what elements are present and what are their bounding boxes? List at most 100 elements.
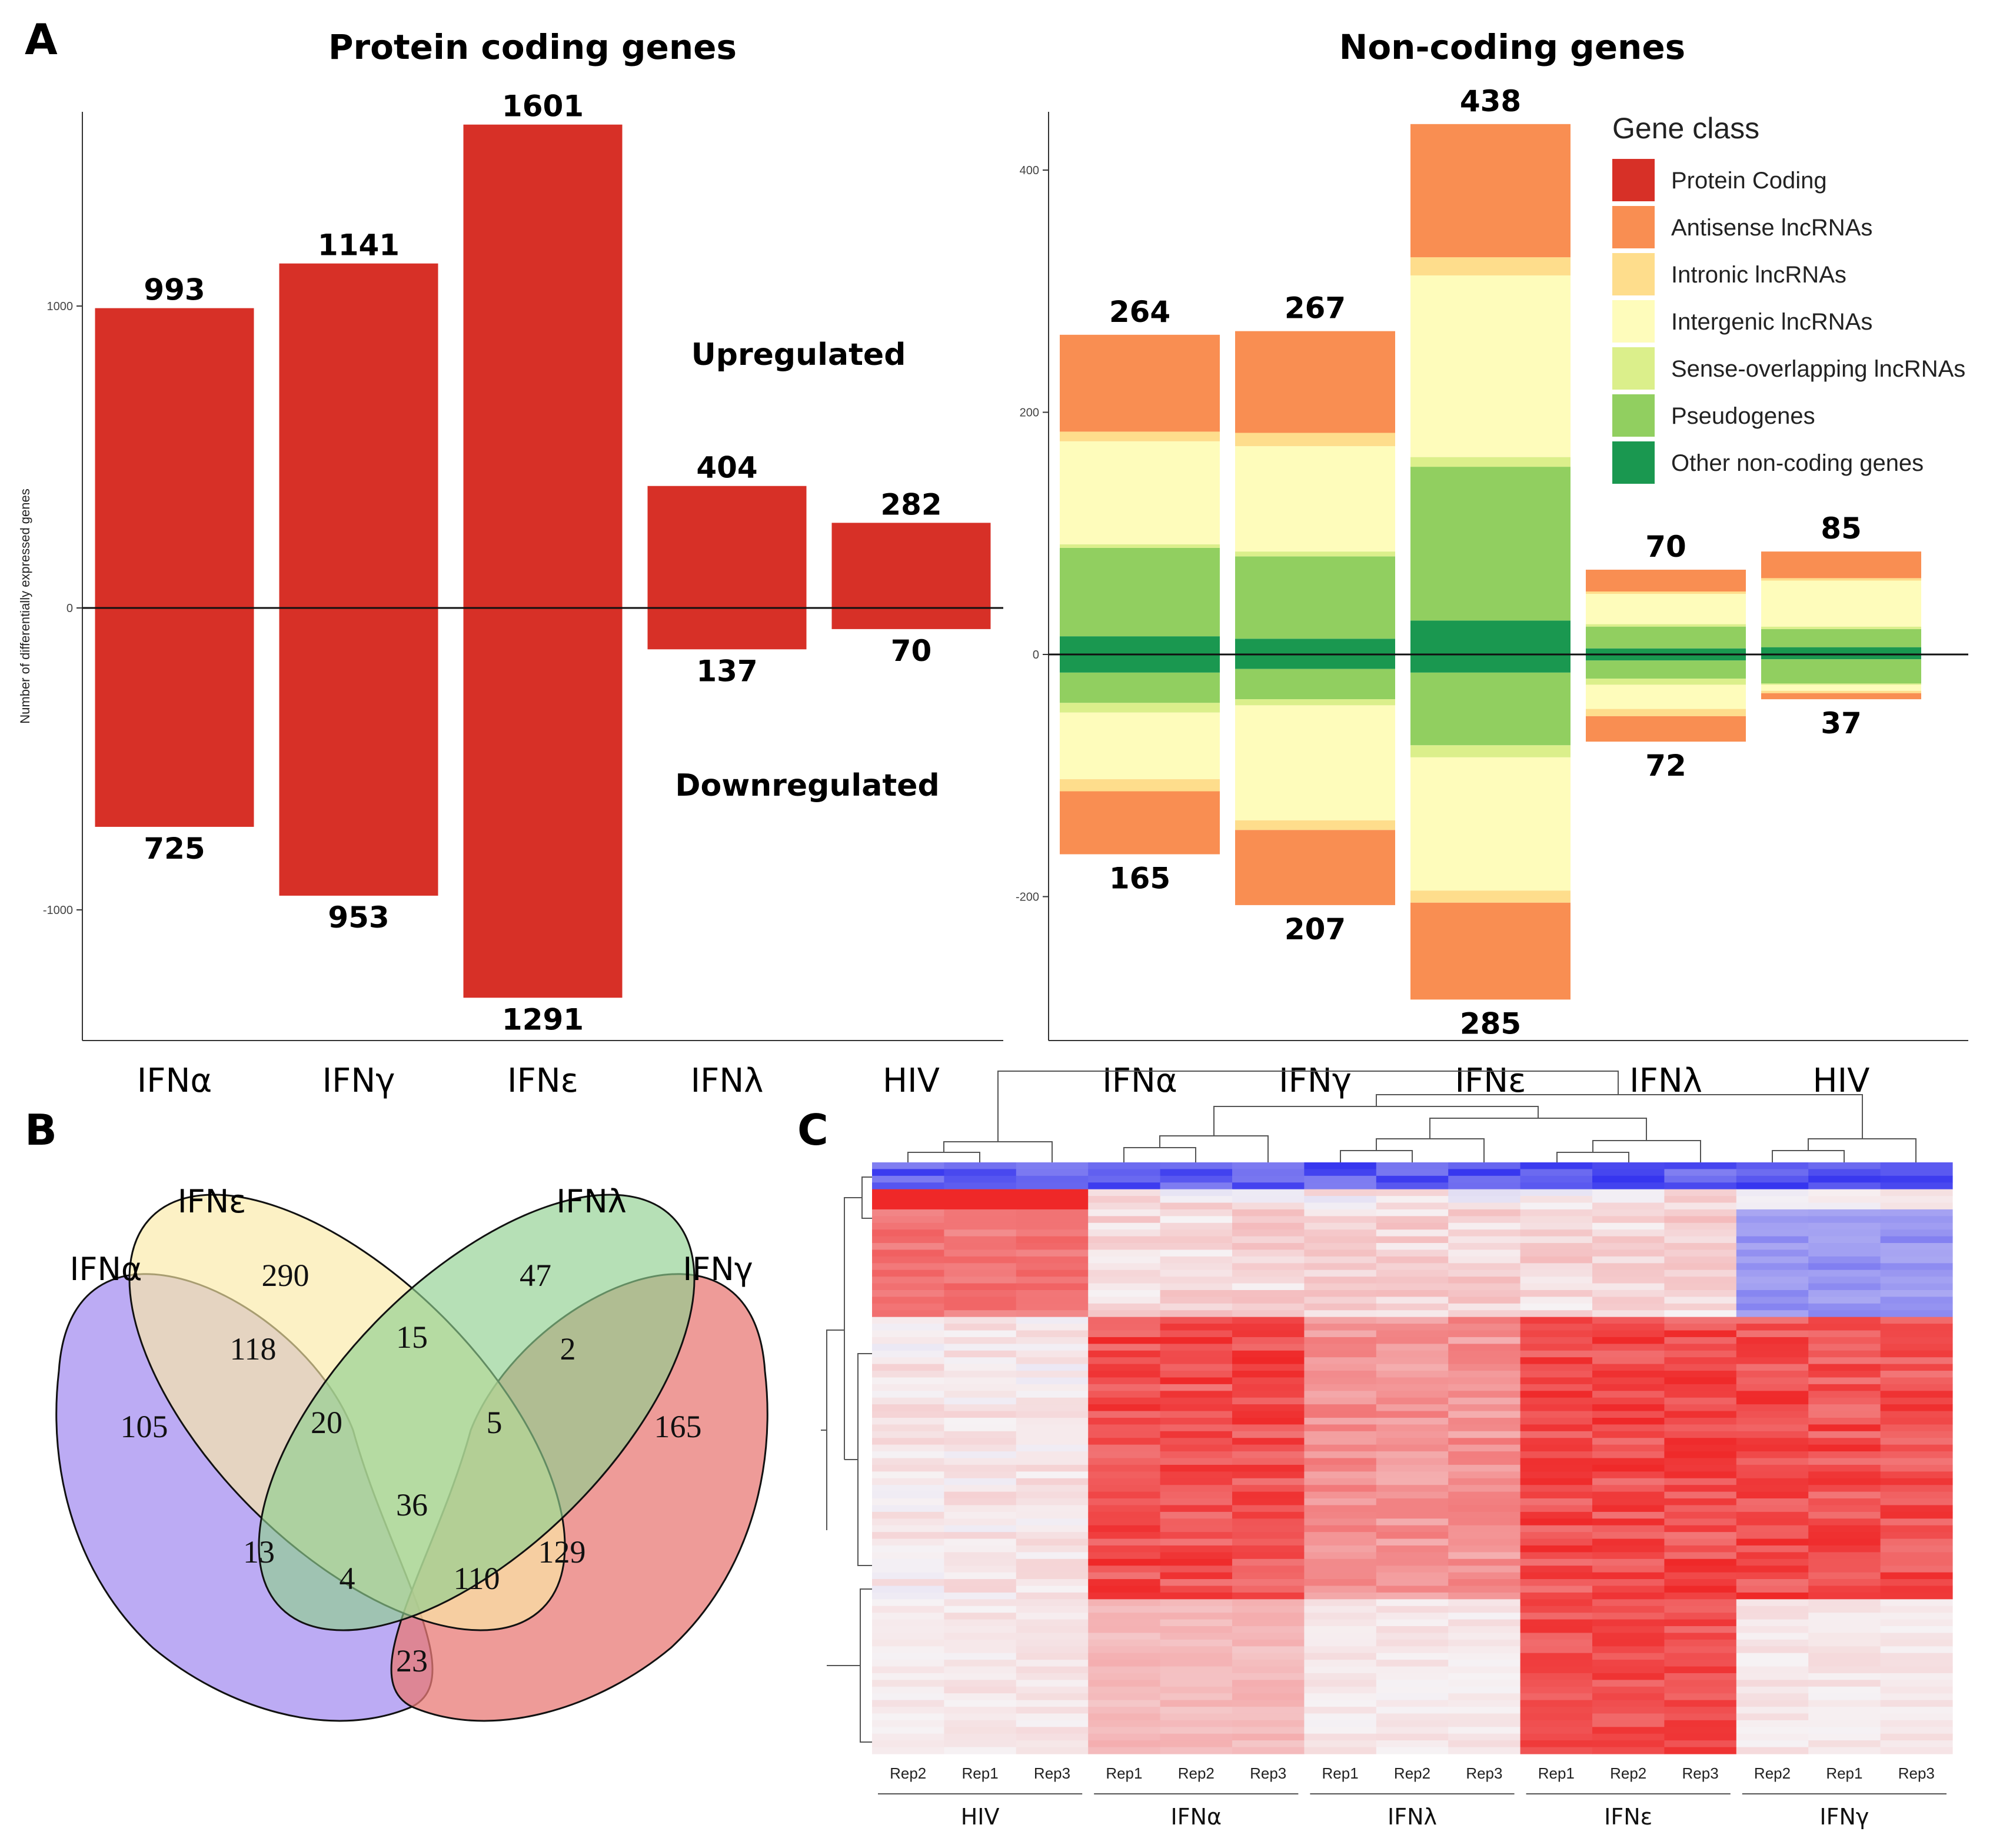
heatmap-cell [1880,1700,1953,1707]
heatmap-cell [1160,1633,1233,1640]
heatmap-cell [944,1431,1017,1438]
heatmap-cell [1376,1733,1449,1741]
heatmap-cell [1664,1693,1737,1701]
heatmap-cell [1664,1283,1737,1291]
heatmap-cell [1376,1256,1449,1264]
heatmap-cell [1592,1606,1665,1613]
heatmap-cell [1376,1727,1449,1734]
heatmap-cell [872,1371,944,1378]
heatmap-cell [1016,1249,1089,1257]
heatmap-cell [872,1646,944,1654]
heatmap-cell [872,1464,944,1472]
heatmap-cell [872,1169,944,1176]
heatmap-cell [1088,1283,1161,1291]
heatmap-cell [1304,1397,1377,1405]
heatmap-cell [1736,1579,1809,1587]
heatmap-cell [872,1424,944,1432]
heatmap-cell [1736,1552,1809,1560]
heatmap-cell [1520,1263,1593,1271]
heatmap-cell [1808,1209,1881,1217]
heatmap-cell [1448,1545,1521,1553]
heatmap-cell [1592,1243,1665,1251]
heatmap-cell [1304,1518,1377,1526]
heatmap-cell [1808,1438,1881,1445]
heatmap-cell [1232,1222,1305,1230]
venn-region-count: 15 [396,1319,428,1355]
heatmap-cell [1016,1189,1089,1196]
heatmap-cell [1592,1289,1665,1298]
heatmap-cell [944,1619,1017,1627]
heatmap-cell [1088,1532,1161,1540]
heatmap-cell [1520,1451,1593,1459]
legend-item-label: Intergenic lncRNAs [1671,309,1872,335]
heatmap-cell [1592,1572,1665,1580]
heatmap-cell [1088,1660,1161,1667]
heatmap-cell [1592,1511,1665,1519]
heatmap-cell [1016,1162,1089,1170]
heatmap-cell [1808,1707,1881,1714]
heatmap-cell [1880,1498,1953,1506]
heatmap-cell [1880,1505,1953,1513]
heatmap-cell [1448,1586,1521,1593]
heatmap-cell [1304,1720,1377,1727]
heatmap-cell [1088,1558,1161,1566]
x-category-label: IFNλ [691,1062,764,1100]
heatmap-cell [1160,1713,1233,1721]
panel-letter-b: B [25,1105,57,1155]
heatmap-cell [1880,1491,1953,1499]
heatmap-cell [1448,1256,1521,1264]
heatmap-cell [1880,1249,1953,1257]
heatmap-cell [1376,1592,1449,1600]
heatmap-cell [1088,1498,1161,1506]
venn-region-count: 20 [311,1405,342,1440]
heatmap-cell [1808,1552,1881,1560]
stack-segment-up [1761,626,1921,629]
heatmap-cell [1088,1653,1161,1660]
heatmap-cell [1016,1344,1089,1351]
stack-segment-up [1761,578,1921,581]
heatmap-cell [1592,1686,1665,1694]
heatmap-cell [1520,1733,1593,1741]
venn-label-ifnl: IFNλ [556,1183,626,1220]
stack-segment-up [1235,446,1395,552]
bar-down [647,608,807,650]
heatmap-cell [1448,1424,1521,1432]
heatmap-cell [1304,1256,1377,1264]
heatmap-cell [1736,1344,1809,1351]
heatmap-cell [1736,1243,1809,1251]
heatmap-cell [1736,1397,1809,1405]
heatmap-cell [944,1371,1017,1378]
heatmap-cell [1664,1451,1737,1459]
heatmap-cell [1232,1478,1305,1485]
heatmap-cell [1376,1364,1449,1371]
heatmap-cell [1232,1384,1305,1391]
stack-segment-up [1060,441,1220,544]
heatmap-cell [944,1525,1017,1533]
heatmap-cell [872,1660,944,1667]
heatmap-cell [1016,1733,1089,1741]
group-label: IFNλ [1388,1804,1437,1830]
heatmap-cell [1880,1646,1953,1654]
heatmap-cell [1304,1222,1377,1230]
heatmap-cell [1880,1686,1953,1694]
heatmap-cell [1376,1586,1449,1593]
heatmap-cell [1880,1411,1953,1418]
stack-segment-down [1586,654,1746,661]
heatmap-cell [1304,1196,1377,1204]
heatmap-cell [1232,1397,1305,1405]
heatmap-cell [1664,1633,1737,1640]
heatmap-cell [1808,1256,1881,1264]
heatmap-cell [1304,1249,1377,1257]
heatmap-cell [1736,1626,1809,1634]
heatmap-cell [1304,1613,1377,1620]
heatmap-cell [1304,1438,1377,1445]
heatmap-cell [1088,1606,1161,1613]
heatmap-cell [872,1317,944,1324]
bar-down [831,608,991,629]
heatmap-cell [1016,1236,1089,1244]
heatmap-cell [1736,1169,1809,1176]
heatmap-cell [1088,1733,1161,1741]
heatmap-cell [1304,1626,1377,1634]
stack-segment-down [1586,709,1746,716]
heatmap-cell [1736,1162,1809,1170]
